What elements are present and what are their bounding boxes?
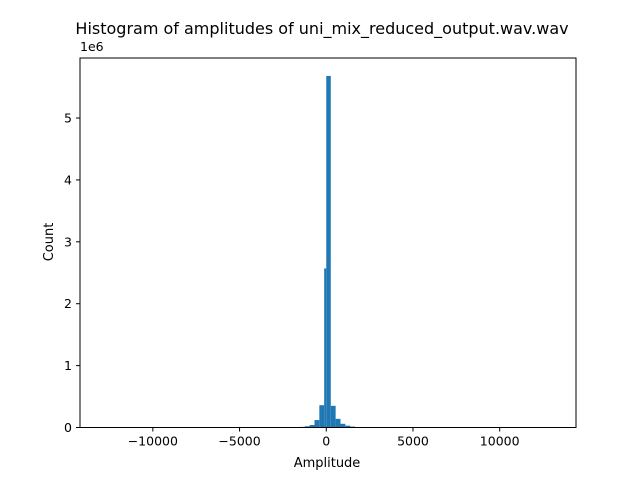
histogram-bar-10 bbox=[340, 423, 346, 428]
chart-title: Histogram of amplitudes of uni_mix_reduc… bbox=[75, 19, 568, 39]
y-tick-label: 1 bbox=[64, 358, 72, 373]
histogram-bars bbox=[295, 75, 360, 428]
histogram-bar-9 bbox=[335, 418, 341, 428]
y-tick-label: 3 bbox=[64, 234, 72, 249]
histogram-bar-11 bbox=[345, 425, 351, 428]
x-axis-label: Amplitude bbox=[294, 456, 361, 471]
histogram-bar-3 bbox=[309, 425, 315, 428]
histogram-bar-4 bbox=[314, 420, 320, 428]
histogram-bar-5 bbox=[319, 405, 325, 428]
x-tick-label: −10000 bbox=[128, 434, 178, 449]
histogram-bar-2 bbox=[304, 426, 310, 428]
y-tick-label: 4 bbox=[64, 172, 72, 187]
y-axis-ticks: 0 1 2 3 4 5 bbox=[64, 111, 80, 435]
histogram-bar-6 bbox=[324, 268, 327, 428]
y-tick-label: 2 bbox=[64, 296, 72, 311]
histogram-bar-7 bbox=[326, 75, 331, 428]
y-offset-label: 1e6 bbox=[80, 39, 104, 54]
y-tick-label: 5 bbox=[64, 111, 72, 126]
plot-frame bbox=[79, 57, 577, 428]
x-tick-label: −5000 bbox=[218, 434, 260, 449]
x-tick-label: 5000 bbox=[397, 434, 429, 449]
x-axis-ticks: −10000 −5000 0 5000 10000 bbox=[128, 427, 520, 449]
x-tick-label: 10000 bbox=[480, 434, 520, 449]
x-tick-label: 0 bbox=[322, 434, 330, 449]
y-axis-label: Count bbox=[42, 223, 57, 262]
y-tick-label: 0 bbox=[64, 420, 72, 435]
histogram-bar-8 bbox=[330, 405, 336, 428]
